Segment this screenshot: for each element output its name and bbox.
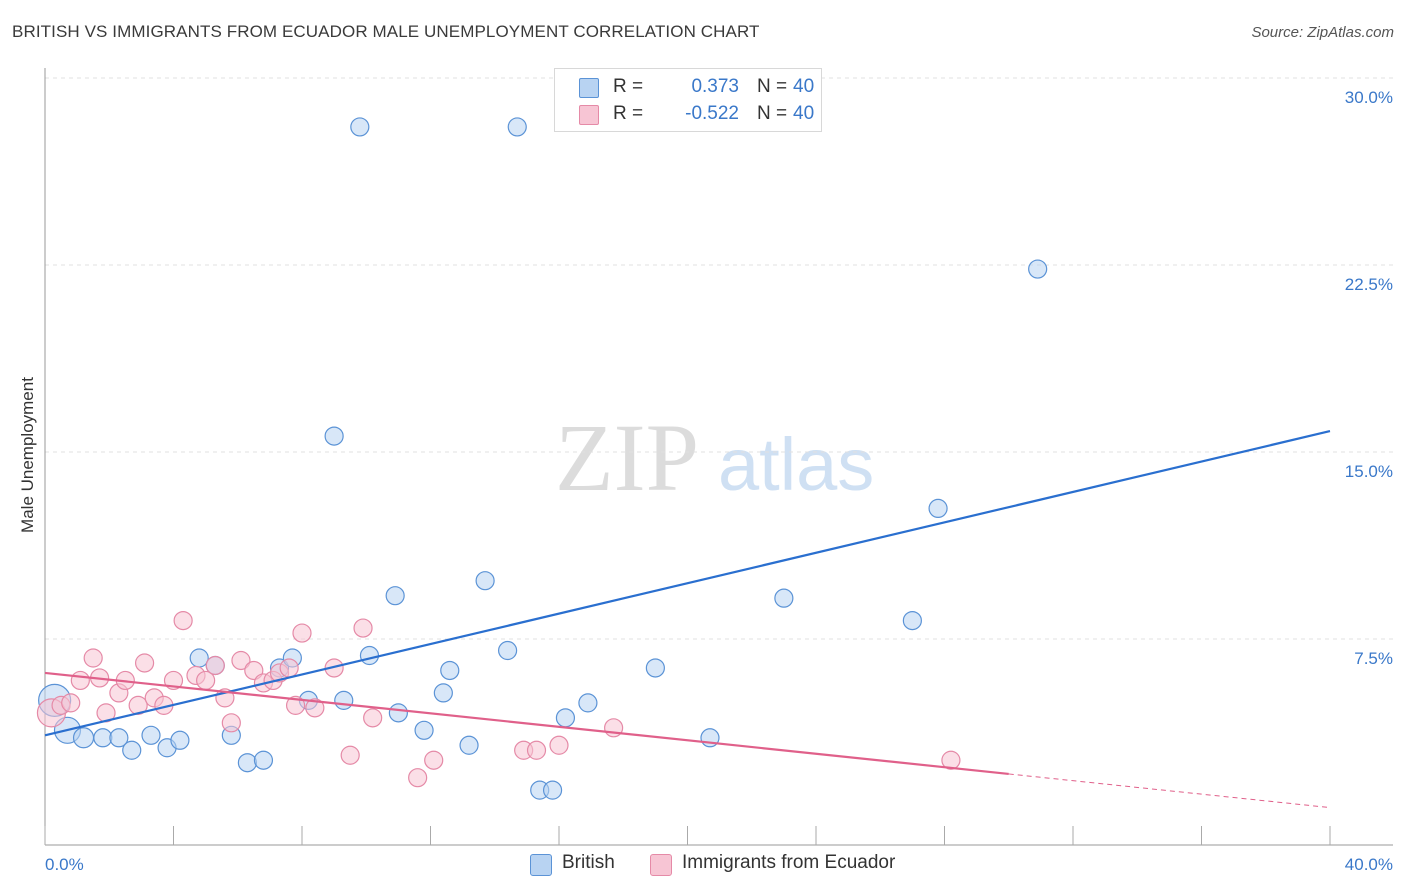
british-point bbox=[388, 703, 408, 723]
ecuador-trend-extension bbox=[1008, 773, 1331, 809]
ecuador-point bbox=[128, 695, 148, 715]
r-label: R = bbox=[613, 76, 644, 97]
n-value: 40 bbox=[793, 103, 815, 124]
n-label: N = bbox=[757, 76, 788, 97]
ecuador-swatch bbox=[650, 854, 672, 876]
british-point bbox=[902, 610, 922, 631]
british-point bbox=[774, 588, 794, 608]
british-point bbox=[542, 780, 563, 800]
ecuador-point bbox=[340, 745, 360, 765]
y-tick-label: 15.0% bbox=[1345, 462, 1393, 481]
british-point bbox=[237, 753, 257, 773]
british-trend-line bbox=[44, 430, 1331, 737]
ecuador-point bbox=[424, 750, 444, 770]
ecuador-point bbox=[526, 740, 547, 760]
ecuador-point bbox=[292, 623, 312, 643]
british-point bbox=[324, 426, 344, 446]
legend-label: Immigrants from Ecuador bbox=[682, 852, 896, 873]
ecuador-point bbox=[279, 658, 299, 678]
ecuador-point bbox=[353, 618, 373, 638]
british-point bbox=[170, 730, 190, 750]
british-swatch bbox=[530, 854, 552, 876]
british-point bbox=[189, 648, 209, 668]
british-point bbox=[253, 750, 274, 770]
british-point bbox=[414, 720, 434, 740]
ecuador-point bbox=[61, 693, 81, 713]
ecuador-point bbox=[205, 655, 225, 676]
british-point bbox=[440, 660, 460, 681]
ecuador-point bbox=[221, 713, 241, 733]
r-value: 0.373 bbox=[691, 76, 739, 97]
x-tick-label: 0.0% bbox=[45, 855, 84, 874]
y-tick-label: 30.0% bbox=[1345, 88, 1393, 107]
british-point bbox=[928, 498, 948, 518]
british-point bbox=[507, 117, 527, 137]
series-legend: British Immigrants from Ecuador bbox=[0, 852, 1406, 878]
n-value: 40 bbox=[793, 76, 815, 97]
british-point bbox=[72, 727, 95, 749]
british-point bbox=[334, 690, 354, 710]
british-point bbox=[359, 645, 380, 666]
british-point bbox=[498, 640, 518, 661]
british-point bbox=[555, 708, 576, 728]
british-point bbox=[350, 117, 370, 137]
ecuador-point bbox=[941, 750, 961, 770]
british-point bbox=[578, 693, 598, 713]
ecuador-point bbox=[549, 735, 569, 755]
british-point bbox=[1028, 259, 1048, 279]
ecuador-point bbox=[363, 708, 383, 728]
correlation-legend: R = 0.373 N = 40 R = -0.522 N = 40 bbox=[554, 68, 822, 132]
watermark-atlas: atlas bbox=[718, 423, 874, 506]
x-tick-label: 40.0% bbox=[1345, 855, 1393, 874]
source-label: Source: ZipAtlas.com bbox=[1251, 24, 1394, 41]
british-point bbox=[459, 735, 479, 755]
ecuador-point bbox=[173, 610, 193, 631]
y-tick-label: 7.5% bbox=[1354, 649, 1393, 668]
watermark-zip: ZIP bbox=[555, 404, 699, 511]
chart-title: BRITISH VS IMMIGRANTS FROM ECUADOR MALE … bbox=[12, 22, 760, 41]
ecuador-point bbox=[231, 650, 251, 671]
british-point bbox=[475, 571, 495, 591]
british-point bbox=[433, 683, 453, 703]
ecuador-trend-line bbox=[44, 671, 1009, 776]
ecuador-point bbox=[83, 648, 103, 668]
ecuador-point bbox=[70, 670, 90, 691]
british-point bbox=[122, 740, 142, 760]
british-swatch bbox=[579, 78, 599, 98]
ecuador-point bbox=[305, 698, 325, 718]
n-label: N = bbox=[757, 103, 788, 124]
r-label: R = bbox=[613, 103, 644, 124]
british-point bbox=[645, 658, 665, 678]
ecuador-swatch bbox=[579, 105, 599, 125]
r-value: -0.522 bbox=[685, 103, 739, 124]
british-point bbox=[385, 586, 405, 606]
british-point bbox=[93, 728, 113, 748]
ecuador-point bbox=[285, 695, 306, 715]
ecuador-point bbox=[408, 768, 428, 788]
legend-label: British bbox=[562, 852, 615, 873]
y-tick-label: 22.5% bbox=[1345, 275, 1393, 294]
british-point bbox=[109, 728, 129, 748]
ecuador-point bbox=[134, 653, 155, 673]
british-point bbox=[141, 725, 161, 745]
